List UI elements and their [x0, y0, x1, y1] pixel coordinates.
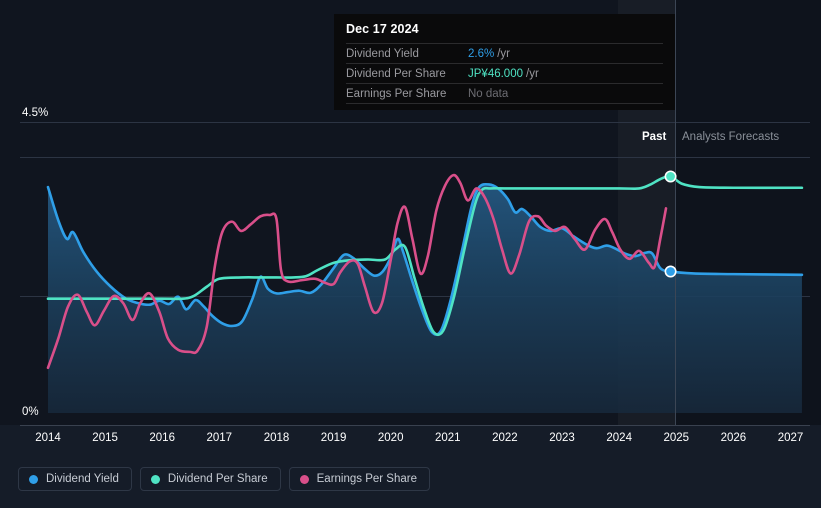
x-axis-tick-2014: 2014 [35, 432, 61, 444]
series-line-dividend-yield [46, 182, 804, 336]
tooltip-row-unit: /yr [497, 48, 510, 60]
tooltip-row-label: Dividend Per Share [346, 68, 446, 80]
x-axis-tick-2025: 2025 [663, 432, 690, 444]
marker-layer [664, 170, 677, 278]
x-axis-tick-2024: 2024 [606, 432, 632, 444]
legend-item-label: Earnings Per Share [316, 473, 417, 485]
x-axis-tick-2018: 2018 [263, 432, 290, 444]
x-axis-tick-2023: 2023 [549, 432, 575, 444]
tooltip-row-label: Dividend Yield [346, 48, 419, 60]
legend-color-dot-icon [150, 474, 160, 484]
tooltip-row-value: JP¥46.000 [468, 68, 523, 80]
x-axis-tick-2020: 2020 [377, 432, 404, 444]
chart-legend: Dividend Yield Dividend Per Share Earnings… [18, 467, 430, 491]
x-axis-tick-2027: 2027 [777, 432, 804, 444]
past-region-label: Past [642, 131, 667, 143]
legend-color-dot-icon [299, 474, 309, 484]
x-axis-tick-2017: 2017 [206, 432, 233, 444]
tooltip-row-value: No data [468, 88, 509, 100]
area-fill-dividend-yield [48, 184, 802, 413]
x-axis-tick-2021: 2021 [435, 432, 461, 444]
legend-item-label: Dividend Yield [46, 473, 119, 485]
series-line-earnings-per-share [46, 173, 668, 370]
tooltip-date: Dec 17 2024 [346, 22, 419, 36]
tooltip-rows: Dividend Yield 2.6%/yr Dividend Per Share J… [346, 43, 663, 104]
series-line-dividend-per-share [46, 174, 804, 337]
y-axis-min-label: 0% [22, 406, 39, 418]
tooltip-row-dividend-per-share: Dividend Per Share JP¥46.000/yr [346, 63, 663, 83]
legend-item-earnings-per-share[interactable]: Earnings Per Share [288, 467, 430, 491]
x-axis-tick-2022: 2022 [492, 432, 518, 444]
analysts-forecasts-region-label: Analysts Forecasts [682, 131, 780, 143]
legend-item-label: Dividend Per Share [167, 473, 268, 485]
x-axis-tick-2019: 2019 [320, 432, 347, 444]
legend-item-dividend-per-share[interactable]: Dividend Per Share [139, 467, 281, 491]
y-axis-max-label: 4.5% [22, 107, 49, 119]
x-axis-tick-2016: 2016 [149, 432, 175, 444]
tooltip-row-dividend-yield: Dividend Yield 2.6%/yr [346, 43, 663, 63]
data-tooltip: Dec 17 2024 Dividend Yield 2.6%/yr Dividen… [334, 14, 675, 110]
data-point-marker-dividend-per-share[interactable] [664, 170, 677, 183]
tooltip-row-earnings-per-share: Earnings Per Share No data [346, 83, 663, 104]
series-layer [46, 173, 804, 413]
legend-color-dot-icon [29, 474, 38, 484]
x-axis-tick-2015: 2015 [92, 432, 118, 444]
tooltip-row-value: 2.6% [468, 48, 495, 60]
legend-item-dividend-yield[interactable]: Dividend Yield [18, 467, 132, 491]
x-axis-tick-2026: 2026 [720, 432, 747, 444]
tooltip-row-unit: /yr [526, 68, 539, 80]
data-point-marker-dividend-yield[interactable] [664, 265, 677, 278]
tooltip-row-label: Earnings Per Share [346, 88, 447, 100]
